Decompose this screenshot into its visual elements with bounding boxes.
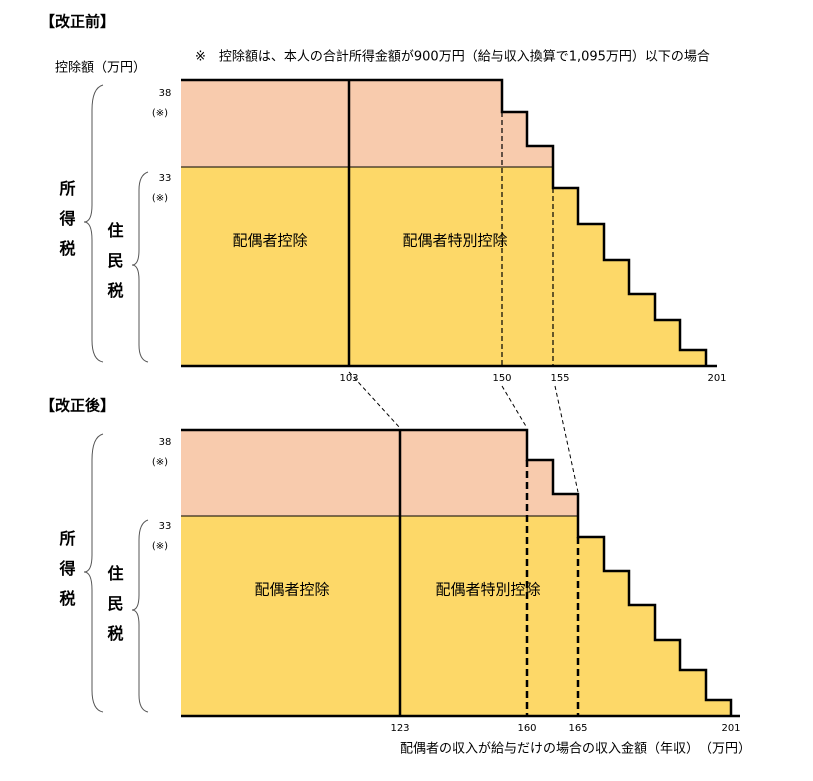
x-tick: 201: [721, 723, 740, 734]
x-tick: 155: [550, 373, 569, 384]
region-label: 配偶者控除: [232, 232, 307, 250]
outline: [181, 78, 708, 366]
x-tick: 160: [517, 723, 536, 734]
region-label: 配偶者控除: [254, 581, 329, 599]
y-tick: 38: [159, 437, 172, 448]
note: ※ 控除額は、本人の合計所得金額が900万円（給与収入換算で1,095万円）以下…: [195, 49, 710, 65]
title: 【改正後】: [40, 397, 115, 415]
y-tick: 33: [159, 173, 172, 184]
region-label: 配偶者特別控除: [402, 232, 507, 250]
y-tick: 38: [159, 88, 172, 99]
y-note: (※): [152, 457, 168, 468]
region: [181, 80, 553, 167]
connector: [501, 385, 528, 429]
region-label: 配偶者特別控除: [435, 581, 540, 599]
income-tax-label: 所得税: [57, 180, 77, 270]
brace: [131, 171, 149, 363]
title: 【改正前】: [40, 13, 115, 31]
region: [181, 430, 578, 516]
income-tax-label: 所得税: [57, 530, 77, 620]
x-tick: 123: [390, 723, 409, 734]
x-tick: 150: [492, 373, 511, 384]
resident-tax-label: 住民税: [105, 564, 124, 655]
brace: [83, 84, 104, 363]
connector: [348, 371, 401, 429]
x-tick: 165: [568, 723, 587, 734]
brace: [83, 433, 104, 713]
resident-tax-label: 住民税: [105, 221, 124, 312]
connector: [554, 385, 579, 493]
y-tick: 33: [159, 521, 172, 532]
y-note: (※): [152, 193, 168, 204]
outline: [181, 428, 733, 716]
x-tick: 201: [707, 373, 726, 384]
y-note: (※): [152, 541, 168, 552]
y-note: (※): [152, 108, 168, 119]
x-tick: 103: [339, 373, 358, 384]
brace: [131, 519, 149, 713]
y-label: 控除額（万円）: [55, 61, 146, 76]
x-axis-label: 配偶者の収入が給与だけの場合の収入金額（年収） （万円）: [400, 741, 751, 757]
